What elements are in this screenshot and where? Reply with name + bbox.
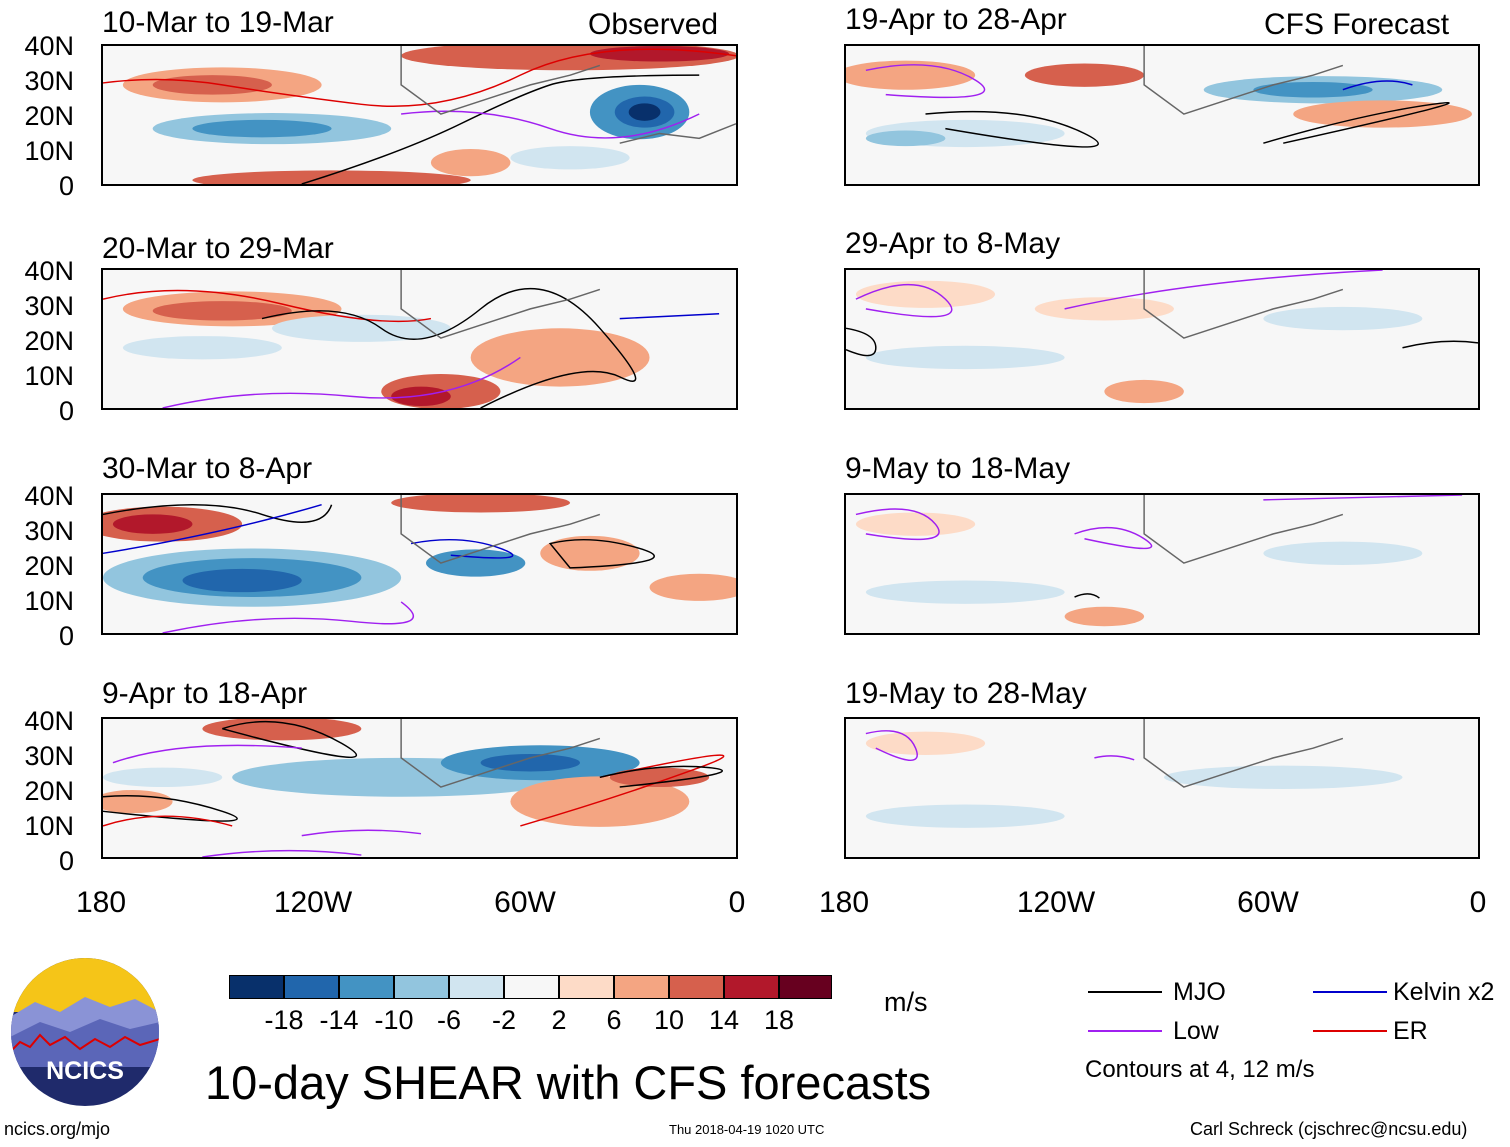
lat-tick: 10N [24, 361, 74, 391]
lon-tick: 0 [1469, 886, 1487, 919]
lat-tick: 20N [24, 101, 74, 131]
colorbar-swatch [449, 975, 504, 999]
lon-tick: 60W [1237, 886, 1299, 919]
colorbar-swatch [559, 975, 614, 999]
colorbar-tick: -2 [491, 1005, 517, 1035]
map-panel-fcst-4 [844, 717, 1480, 859]
panel-title-fcst-2: 29-Apr to 8-May [845, 227, 1061, 260]
ncics-logo: NCICS [10, 957, 160, 1107]
lat-tick: 30N [24, 291, 74, 321]
map-panel-obs-1 [101, 44, 738, 186]
lat-tick: 0 [58, 846, 74, 876]
author-credit: Carl Schreck (cjschrec@ncsu.edu) [1190, 1119, 1468, 1139]
lat-tick: 10N [24, 136, 74, 166]
lat-tick: 40N [24, 256, 74, 286]
lat-tick: 0 [58, 171, 74, 201]
legend-note: Contours at 4, 12 m/s [1085, 1056, 1315, 1083]
colorbar-tick: -14 [319, 1005, 359, 1035]
colorbar-swatch [229, 975, 284, 999]
colorbar-swatch [504, 975, 559, 999]
lat-tick: 10N [24, 586, 74, 616]
lon-tick: 120W [1016, 886, 1096, 919]
colorbar-tick: -6 [436, 1005, 462, 1035]
colorbar-unit: m/s [884, 987, 928, 1017]
legend-label-er: ER [1393, 1017, 1428, 1045]
lat-tick: 20N [24, 776, 74, 806]
colorbar-swatch [339, 975, 394, 999]
timestamp: Thu 2018-04-19 1020 UTC [669, 1122, 825, 1137]
forecast-label: CFS Forecast [1264, 8, 1450, 41]
legend-label-low: Low [1173, 1017, 1219, 1045]
panel-title-fcst-1: 19-Apr to 28-Apr [845, 3, 1067, 36]
lat-tick: 40N [24, 31, 74, 61]
site-link[interactable]: ncics.org/mjo [4, 1119, 111, 1139]
panel-title-obs-4: 9-Apr to 18-Apr [102, 677, 308, 710]
colorbar-tick: 6 [606, 1005, 622, 1035]
map-panel-fcst-1 [844, 44, 1480, 186]
colorbar-swatch [669, 975, 724, 999]
colorbar-swatch [284, 975, 339, 999]
colorbar-swatch [724, 975, 779, 999]
logo-text: NCICS [46, 1057, 124, 1085]
map-panel-fcst-3 [844, 493, 1480, 635]
panel-title-fcst-3: 9-May to 18-May [845, 452, 1071, 485]
map-panel-fcst-2 [844, 268, 1480, 410]
figure-title: 10-day SHEAR with CFS forecasts [205, 1056, 932, 1109]
lon-tick: 120W [273, 886, 353, 919]
lat-tick: 30N [24, 741, 74, 771]
lat-tick: 20N [24, 551, 74, 581]
panel-title-fcst-4: 19-May to 28-May [845, 677, 1087, 710]
colorbar-tick: 10 [653, 1005, 685, 1035]
colorbar-tick: 2 [551, 1005, 567, 1035]
colorbar-tick: 18 [763, 1005, 795, 1035]
legend-line-low [1088, 1030, 1162, 1032]
panel-title-obs-3: 30-Mar to 8-Apr [102, 452, 313, 485]
legend-line-mjo [1088, 991, 1162, 993]
colorbar-tick: 14 [708, 1005, 740, 1035]
lat-tick: 20N [24, 326, 74, 356]
panel-title-obs-1: 10-Mar to 19-Mar [102, 6, 334, 39]
colorbar-swatch [614, 975, 669, 999]
lat-tick: 30N [24, 516, 74, 546]
legend-label-kelvin: Kelvin x2 [1393, 978, 1495, 1006]
map-panel-obs-2 [101, 268, 738, 410]
colorbar-tick: -18 [264, 1005, 304, 1035]
lat-tick: 40N [24, 706, 74, 736]
lat-tick: 0 [58, 396, 74, 426]
lat-tick: 0 [58, 621, 74, 651]
colorbar-swatch [394, 975, 449, 999]
colorbar-swatch [779, 975, 832, 999]
legend-line-kelvin [1313, 991, 1387, 993]
map-panel-obs-4 [101, 717, 738, 859]
lon-tick: 180 [75, 886, 127, 919]
colorbar-tick: -10 [374, 1005, 414, 1035]
lat-tick: 30N [24, 66, 74, 96]
panel-title-obs-2: 20-Mar to 29-Mar [102, 232, 334, 265]
observed-label: Observed [588, 8, 719, 41]
map-panel-obs-3 [101, 493, 738, 635]
lon-tick: 180 [818, 886, 870, 919]
legend-line-er [1313, 1030, 1387, 1032]
lat-tick: 10N [24, 811, 74, 841]
lat-tick: 40N [24, 481, 74, 511]
lon-tick: 60W [494, 886, 556, 919]
lon-tick: 0 [728, 886, 746, 919]
legend-label-mjo: MJO [1173, 978, 1226, 1006]
